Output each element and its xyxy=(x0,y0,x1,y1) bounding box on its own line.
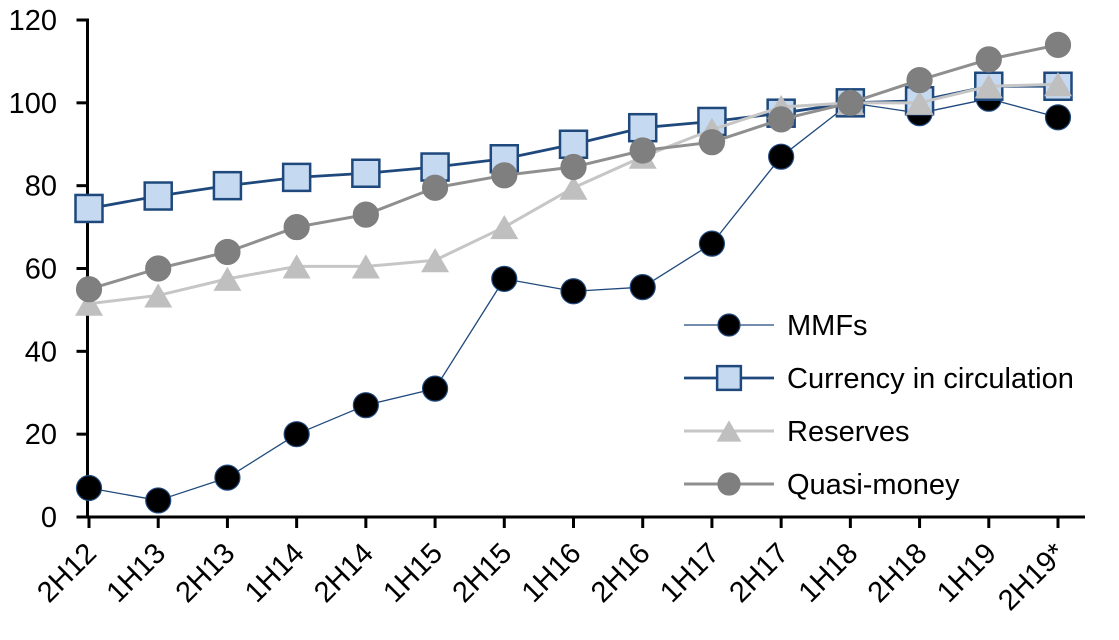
x-tick-label-2h18: 2H18 xyxy=(862,537,934,609)
data-point-quasi-money-1h19 xyxy=(975,46,1002,73)
data-point-quasi-money-2h14 xyxy=(352,201,379,228)
legend-mmfs-marker-icon xyxy=(717,313,741,337)
legend-label-reserves: Reserves xyxy=(787,416,910,448)
y-tick-label: 80 xyxy=(25,171,57,203)
y-tick-label: 120 xyxy=(9,5,57,37)
series-mmfs xyxy=(75,85,1072,514)
data-point-mmfs-1h17 xyxy=(698,230,726,257)
legend-item-quasi-money: Quasi-money xyxy=(684,469,960,501)
x-tick-label-2h12: 2H12 xyxy=(31,537,103,609)
x-tick-label-1h14: 1H14 xyxy=(239,537,311,609)
data-point-reserves-2h14 xyxy=(351,254,380,279)
legend: MMFs Currency in circulation Reserves Quasi… xyxy=(684,310,1074,501)
data-point-currency-in-circulation-1h16 xyxy=(558,129,589,159)
y-tick-label: 60 xyxy=(25,254,57,286)
y-tick-label: 100 xyxy=(9,88,57,120)
data-point-reserves-2h13 xyxy=(213,266,242,291)
legend-reserves-marker-icon xyxy=(716,420,742,442)
x-tick-label-1h15: 1H15 xyxy=(377,537,449,609)
data-point-currency-in-circulation-2h12 xyxy=(74,193,104,224)
legend-label-currency-in-circulation: Currency in circulation xyxy=(787,363,1074,395)
legend-label-mmfs: MMFs xyxy=(787,310,868,342)
data-point-mmfs-1h14 xyxy=(283,421,310,448)
data-point-mmfs-2h15 xyxy=(491,265,518,292)
data-point-reserves-1h13 xyxy=(144,283,173,308)
x-tick-label-1h17: 1H17 xyxy=(654,537,726,609)
data-point-quasi-money-2h17 xyxy=(768,106,795,133)
legend-currency-in-circulation-marker-icon xyxy=(715,364,743,392)
series-quasi-money xyxy=(75,31,1072,303)
data-point-quasi-money-2h15 xyxy=(491,162,518,189)
x-tick-label-1h18: 1H18 xyxy=(793,537,865,609)
data-point-currency-in-circulation-1h14 xyxy=(281,162,312,193)
data-point-mmfs-2h16 xyxy=(629,274,656,301)
data-point-currency-in-circulation-2h13 xyxy=(212,170,243,201)
data-point-quasi-money-1h18 xyxy=(837,89,864,116)
x-tick-label-1h19: 1H19 xyxy=(931,537,1003,609)
data-point-reserves-1h19 xyxy=(974,74,1003,99)
legend-item-mmfs: MMFs xyxy=(684,310,868,342)
data-point-mmfs-2h19 xyxy=(1044,104,1072,131)
data-point-quasi-money-1h16 xyxy=(560,153,587,181)
x-tick-label-1h16: 1H16 xyxy=(516,537,588,609)
data-point-reserves-2h19 xyxy=(1044,72,1072,97)
data-point-quasi-money-2h13 xyxy=(214,238,241,266)
data-point-mmfs-2h14 xyxy=(352,392,379,419)
data-point-mmfs-1h13 xyxy=(145,487,172,514)
data-point-reserves-2h15 xyxy=(490,215,519,240)
y-tick-label: 0 xyxy=(41,502,57,534)
x-tick-label-2h17: 2H17 xyxy=(723,537,795,609)
y-tick-label: 20 xyxy=(25,419,57,451)
data-point-reserves-2h18 xyxy=(905,90,934,115)
data-point-quasi-money-1h14 xyxy=(283,213,310,241)
data-point-currency-in-circulation-1h13 xyxy=(143,181,173,211)
data-point-mmfs-2h13 xyxy=(214,464,241,491)
x-tick-label-2h14: 2H14 xyxy=(308,537,380,609)
data-point-mmfs-1h15 xyxy=(421,375,449,402)
x-tick-label-2h15: 2H15 xyxy=(447,537,519,609)
x-tick-label-2h19: 2H19* xyxy=(992,537,1072,617)
y-tick-label: 40 xyxy=(25,336,57,368)
x-tick-label-2h13: 2H13 xyxy=(170,537,242,609)
x-tick-label-2h16: 2H16 xyxy=(585,537,657,609)
legend-label-quasi-money: Quasi-money xyxy=(787,469,960,501)
data-point-currency-in-circulation-2h16 xyxy=(627,112,658,143)
data-point-quasi-money-2h16 xyxy=(629,137,656,164)
data-point-reserves-1h15 xyxy=(421,248,450,273)
data-point-mmfs-2h17 xyxy=(768,143,795,170)
data-point-quasi-money-2h19 xyxy=(1044,31,1072,58)
legend-item-reserves: Reserves xyxy=(684,416,910,448)
legend-quasi-money-marker-icon xyxy=(717,472,741,496)
data-point-quasi-money-1h15 xyxy=(421,174,449,201)
data-point-currency-in-circulation-2h14 xyxy=(351,158,381,188)
x-tick-label-1h13: 1H13 xyxy=(101,537,173,609)
data-point-quasi-money-1h17 xyxy=(698,129,726,156)
data-point-reserves-1h16 xyxy=(559,175,588,200)
data-point-quasi-money-2h18 xyxy=(906,66,933,94)
data-point-mmfs-1h16 xyxy=(560,278,587,305)
data-point-mmfs-2h12 xyxy=(75,474,103,502)
data-point-reserves-1h14 xyxy=(282,254,311,279)
data-point-reserves-2h12 xyxy=(75,291,103,316)
data-point-quasi-money-1h13 xyxy=(145,255,172,282)
data-point-quasi-money-2h12 xyxy=(75,276,103,303)
legend-item-currency-in-circulation: Currency in circulation xyxy=(684,363,1074,395)
